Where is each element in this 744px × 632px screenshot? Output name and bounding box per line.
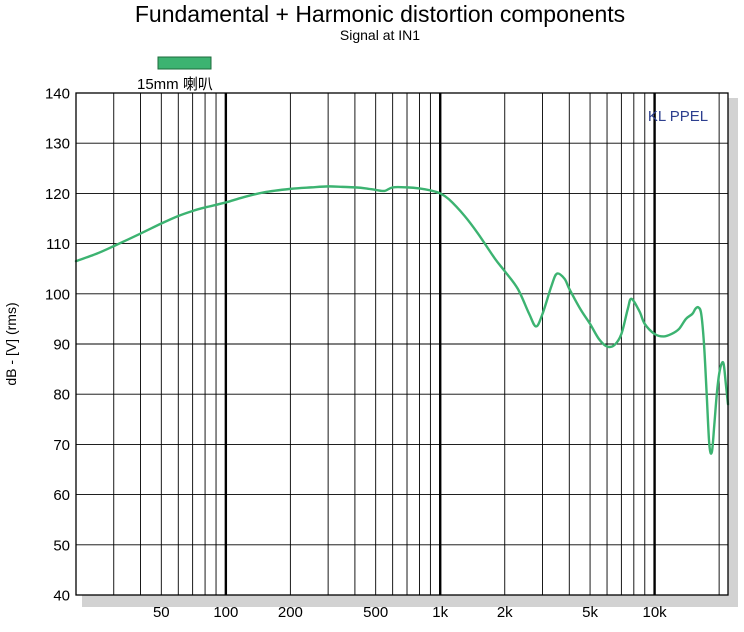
series-layer	[74, 185, 730, 455]
legend-swatch	[157, 56, 212, 70]
y-tick-label: 80	[53, 387, 70, 404]
x-tick-label: 200	[278, 604, 303, 621]
y-tick-label: 50	[53, 537, 70, 554]
legend-label: 15mm 喇叭	[137, 76, 213, 93]
x-tick-label: 2k	[497, 604, 513, 621]
x-tick-label: 10k	[642, 604, 667, 621]
y-tick-label: 90	[53, 337, 70, 354]
x-tick-label: 50	[153, 604, 170, 621]
x-tick-label: 1k	[432, 604, 448, 621]
y-tick-label: 120	[45, 186, 70, 203]
chart-title: Fundamental + Harmonic distortion compon…	[135, 1, 625, 27]
x-tick-label: 100	[213, 604, 238, 621]
y-tick-label: 100	[45, 286, 70, 303]
y-tick-label: 70	[53, 437, 70, 454]
series-line	[74, 185, 730, 455]
y-tick-label: 110	[46, 236, 70, 253]
y-axis-label: dB - [V] (rms)	[3, 302, 19, 385]
y-tick-label: 130	[45, 136, 70, 153]
y-tick-label: 140	[45, 86, 70, 103]
x-tick-label: 5k	[582, 604, 598, 621]
grid	[76, 92, 728, 596]
klippel-watermark: KL PPEL	[648, 108, 708, 125]
y-tick-label: 60	[53, 487, 70, 504]
y-tick-label: 40	[53, 588, 70, 605]
x-tick-label: 500	[363, 604, 388, 621]
y-axis-ticks: 40 50 60 70 80 90 100 110 120 130 140	[45, 86, 70, 605]
chart-subtitle: Signal at IN1	[340, 27, 420, 43]
plot-border	[75, 92, 729, 596]
x-axis-ticks: 50 100 200 500 1k 2k 5k 10k	[153, 604, 667, 621]
